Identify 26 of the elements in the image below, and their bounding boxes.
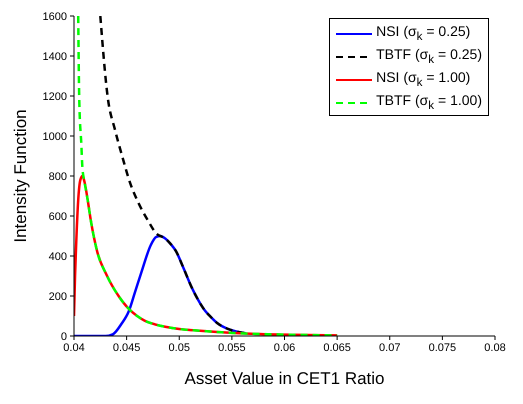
line-series: [99, 16, 247, 334]
x-tick-label: 0.07: [379, 342, 400, 354]
legend-label: TBTF (σ$_{k}$ = 1.00): [376, 92, 482, 112]
y-axis-title: Intensity Function: [11, 109, 30, 243]
y-tick-label: 0: [60, 330, 67, 343]
x-axis-title: Asset Value in CET1 Ratio: [184, 369, 384, 388]
x-tick-label: 0.08: [484, 342, 506, 354]
x-tick-label: 0.06: [274, 342, 296, 354]
y-tick-label: 1400: [42, 50, 67, 63]
y-tick-label: 1600: [42, 10, 67, 23]
line-series: [76, 16, 338, 336]
y-tick-label: 1200: [42, 90, 67, 103]
x-tick-label: 0.065: [323, 342, 351, 354]
legend-label: NSI (σ$_{k}$ = 0.25): [376, 22, 470, 42]
x-tick-label: 0.045: [112, 342, 140, 354]
legend-label: TBTF (σ$_{k}$ = 0.25): [376, 46, 482, 66]
x-tick-label: 0.055: [218, 342, 246, 354]
x-tick-label: 0.075: [428, 342, 456, 354]
x-tick-label: 0.05: [168, 342, 190, 354]
y-tick-label: 1000: [42, 130, 67, 143]
y-tick-label: 400: [48, 250, 67, 263]
y-tick-label: 800: [48, 170, 67, 183]
x-tick-label: 0.04: [63, 342, 85, 354]
legend-label: NSI (σ$_{k}$ = 1.00): [376, 68, 470, 88]
y-tick-label: 600: [48, 210, 67, 223]
y-tick-label: 200: [48, 290, 67, 303]
